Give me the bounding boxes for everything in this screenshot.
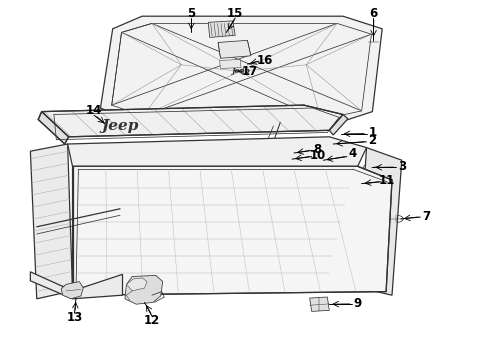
Text: 15: 15	[227, 7, 244, 20]
Text: Jeep: Jeep	[101, 119, 139, 133]
Text: 2: 2	[368, 134, 376, 147]
Text: 12: 12	[144, 314, 160, 327]
Text: 6: 6	[369, 7, 377, 20]
Polygon shape	[38, 112, 69, 144]
Polygon shape	[100, 16, 382, 126]
Text: 8: 8	[314, 143, 321, 156]
Polygon shape	[358, 148, 402, 295]
Polygon shape	[208, 21, 235, 37]
Polygon shape	[30, 144, 73, 299]
Text: 1: 1	[368, 126, 376, 139]
Text: Jeep: Jeep	[231, 67, 249, 75]
Text: 3: 3	[398, 160, 406, 173]
Polygon shape	[73, 166, 392, 295]
Polygon shape	[220, 59, 241, 68]
Polygon shape	[329, 114, 348, 135]
Text: 7: 7	[422, 210, 430, 222]
Text: 11: 11	[379, 174, 395, 187]
Polygon shape	[126, 278, 147, 291]
Text: 17: 17	[242, 65, 258, 78]
Text: 10: 10	[309, 149, 326, 162]
Text: 13: 13	[66, 311, 83, 324]
Text: 4: 4	[349, 147, 357, 160]
Text: 14: 14	[86, 104, 102, 117]
Polygon shape	[30, 272, 122, 299]
Polygon shape	[310, 297, 329, 311]
Text: 16: 16	[256, 54, 273, 67]
Polygon shape	[125, 275, 163, 304]
Polygon shape	[42, 105, 343, 137]
Text: 5: 5	[187, 7, 195, 20]
Text: 9: 9	[354, 297, 362, 310]
Polygon shape	[61, 282, 83, 299]
Polygon shape	[218, 40, 251, 58]
Polygon shape	[68, 137, 367, 166]
